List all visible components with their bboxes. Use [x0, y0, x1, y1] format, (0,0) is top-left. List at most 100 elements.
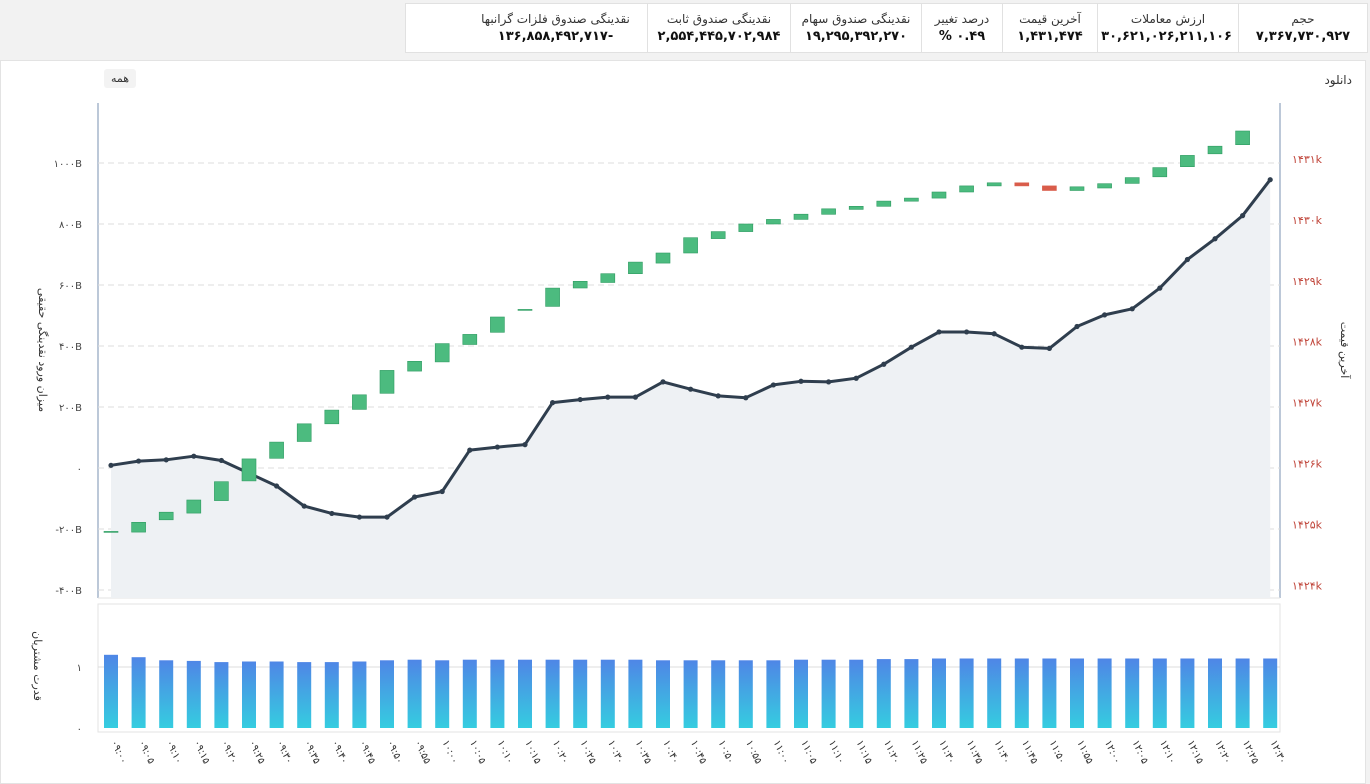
x-tick-label: ۱۱:۰۵ — [798, 739, 818, 766]
x-tick-label: ۱۲:۲۵ — [1240, 739, 1260, 766]
left-tick-label: ۸۰۰B — [59, 220, 82, 231]
buyer-power-bar — [628, 659, 643, 728]
candle-up — [1124, 177, 1140, 184]
x-tick-label: ۰۹:۱۰ — [163, 739, 183, 766]
buyer-power-bar — [1125, 658, 1140, 728]
price-point — [660, 379, 666, 385]
stat-label: نقدینگی صندوق سهام — [801, 12, 911, 26]
range-all-button[interactable]: همه — [104, 69, 137, 88]
buyer-power-bar — [186, 660, 201, 728]
stat-value: ۱,۴۳۱,۴۷۴ — [1017, 29, 1083, 44]
price-point — [688, 386, 694, 392]
candle-up — [269, 441, 284, 459]
x-tick-label: ۱۱:۵۰ — [1047, 739, 1067, 766]
download-button[interactable]: دانلود — [1324, 73, 1352, 87]
candle-up — [1152, 167, 1168, 178]
candle-up — [1207, 145, 1223, 155]
candle-up — [462, 334, 478, 345]
candle-up — [600, 273, 616, 283]
price-point — [964, 329, 970, 335]
price-point — [494, 444, 500, 450]
x-tick-label: ۱۰:۱۵ — [522, 739, 542, 766]
x-tick-label: ۰۹:۰۵ — [136, 739, 156, 766]
price-point — [439, 488, 445, 495]
price-point — [163, 457, 169, 463]
stat-cell: آخرین قیمت ۱,۴۳۱,۴۷۴ — [1002, 4, 1097, 52]
candle-up — [793, 213, 809, 220]
price-point — [743, 395, 749, 401]
candle-down — [1042, 185, 1057, 191]
candle-up — [572, 280, 588, 289]
candle-up — [158, 511, 174, 521]
candle-up — [876, 200, 892, 207]
buyer-power-bar — [407, 659, 422, 728]
price-point — [218, 457, 224, 464]
right-tick-label: ۱۴۳۱k — [1292, 153, 1323, 166]
stat-cell: ارزش معاملات ۳۰,۶۲۱,۰۲۶,۲۱۱,۱۰۶ — [1097, 4, 1238, 52]
x-tick-label: ۱۰:۵۵ — [743, 739, 763, 766]
price-point — [384, 514, 390, 520]
buyer-power-bar — [573, 659, 588, 728]
candle-up — [214, 481, 229, 501]
buyer-power-bar — [959, 658, 974, 728]
candle-up — [821, 208, 836, 215]
x-tick-label: ۰۹:۳۵ — [301, 739, 321, 766]
price-point — [1267, 177, 1273, 183]
stat-label: درصد تغییر — [934, 12, 990, 26]
buyer-power-bar — [711, 660, 726, 728]
buyer-power-bar — [1263, 658, 1278, 728]
buyer-power-bar — [297, 662, 312, 728]
right-tick-label: ۱۴۲۵k — [1292, 518, 1323, 531]
x-tick-label: ۱۰:۴۵ — [688, 739, 708, 766]
candle-up — [324, 409, 340, 425]
buyer-power-bar — [821, 659, 836, 728]
x-tick-label: ۱۲:۰۵ — [1129, 739, 1149, 766]
price-area — [111, 179, 1271, 598]
x-tick-label: ۰۹:۵۵ — [412, 739, 432, 766]
x-tick-label: ۱۲:۳۰ — [1267, 739, 1287, 766]
x-tick-label: ۱۲:۰۰ — [1102, 739, 1122, 766]
price-point — [1046, 345, 1052, 351]
buyer-power-bar — [849, 659, 864, 728]
sub-tick-label: ۱ — [77, 663, 82, 674]
x-tick-label: ۱۱:۱۰ — [826, 739, 846, 766]
x-tick-label: ۰۹:۰۰ — [108, 739, 128, 766]
right-tick-label: ۱۴۲۷k — [1292, 397, 1323, 410]
buyer-power-bar — [104, 654, 118, 728]
price-point — [1129, 306, 1135, 312]
buyer-power-bar — [738, 660, 753, 728]
buyer-power-bar — [324, 662, 339, 728]
buyer-power-bar — [1180, 658, 1195, 728]
price-point — [522, 442, 528, 448]
x-tick-label: ۰۹:۲۰ — [219, 739, 239, 766]
candle-up — [103, 531, 119, 533]
buyer-power-bar — [932, 658, 946, 728]
x-tick-label: ۱۰:۱۰ — [495, 739, 515, 766]
left-tick-label: ۴۰۰B — [59, 342, 82, 353]
stat-cell: درصد تغییر ۰.۴۹ % — [921, 4, 1002, 52]
candle-up — [407, 360, 422, 372]
price-point — [881, 361, 887, 367]
buyer-power-bar — [1014, 658, 1029, 728]
candle-up — [241, 458, 257, 482]
candle-up — [379, 370, 395, 394]
candle-down — [1014, 182, 1030, 187]
left-tick-label: -۴۰۰B — [55, 586, 82, 597]
x-tick-label: ۰۹:۳۰ — [274, 739, 294, 766]
buyer-power-bar — [766, 660, 781, 728]
buyer-power-bar — [1235, 658, 1250, 728]
candle-up — [490, 316, 505, 333]
buyer-power-bar — [435, 660, 450, 728]
price-point — [1157, 285, 1163, 291]
stat-value: -۱۳۶,۸۵۸,۴۹۲,۷۱۷ — [497, 29, 614, 44]
stat-value: ۲,۵۵۴,۴۴۵,۷۰۲,۹۸۴ — [657, 29, 781, 44]
stat-label: آخرین قیمت — [1019, 12, 1081, 26]
price-point — [1212, 236, 1218, 242]
stat-cell: حجم ۷,۳۶۷,۷۳۰,۹۲۷ — [1238, 4, 1367, 52]
buyer-power-bar — [1097, 658, 1112, 728]
buyer-power-bar — [1152, 658, 1167, 728]
right-tick-label: ۱۴۲۸k — [1292, 336, 1323, 349]
price-point — [301, 503, 307, 509]
stat-cell: نقدینگی صندوق ثابت ۲,۵۵۴,۴۴۵,۷۰۲,۹۸۴ — [647, 4, 790, 52]
price-point — [798, 378, 804, 384]
